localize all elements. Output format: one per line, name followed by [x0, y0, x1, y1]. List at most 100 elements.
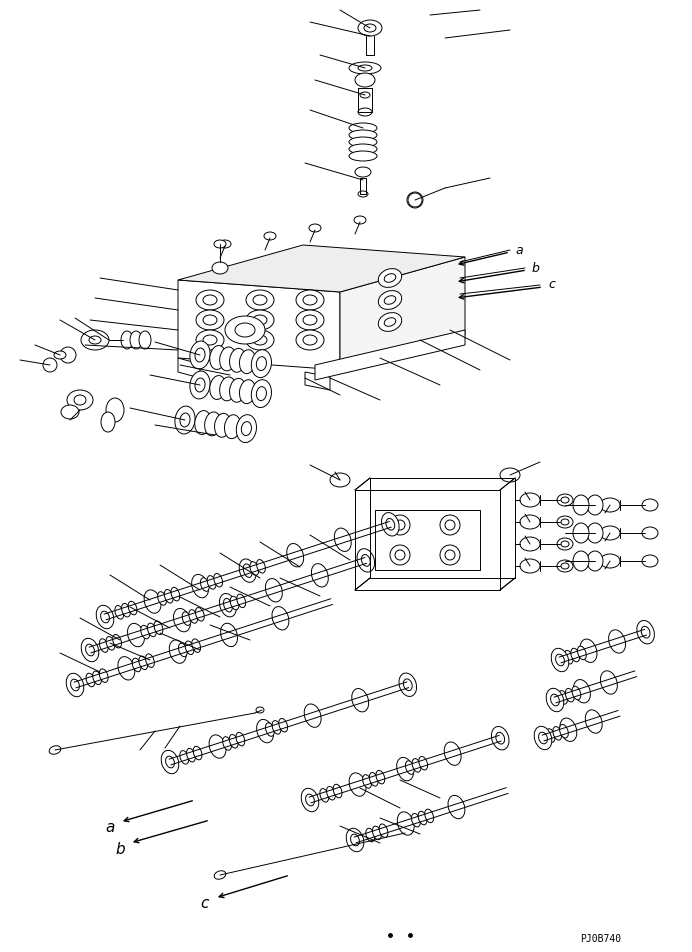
Ellipse shape [239, 349, 255, 373]
Ellipse shape [214, 240, 226, 248]
Ellipse shape [147, 624, 156, 637]
Ellipse shape [185, 641, 194, 655]
Ellipse shape [253, 315, 267, 325]
Ellipse shape [246, 290, 274, 310]
Ellipse shape [349, 123, 377, 133]
Ellipse shape [219, 593, 237, 617]
Ellipse shape [557, 494, 573, 506]
Ellipse shape [561, 541, 569, 547]
Ellipse shape [224, 599, 233, 612]
Ellipse shape [397, 812, 415, 835]
Ellipse shape [286, 544, 304, 566]
Ellipse shape [608, 630, 626, 653]
Ellipse shape [349, 62, 381, 74]
Ellipse shape [49, 745, 61, 754]
Circle shape [407, 192, 423, 208]
Ellipse shape [144, 590, 161, 613]
Ellipse shape [214, 871, 226, 880]
Ellipse shape [224, 415, 241, 439]
Ellipse shape [349, 137, 377, 147]
Ellipse shape [190, 371, 210, 399]
Ellipse shape [242, 422, 251, 436]
Ellipse shape [236, 732, 245, 746]
Ellipse shape [361, 554, 370, 566]
Ellipse shape [244, 564, 252, 578]
Ellipse shape [219, 377, 236, 401]
Circle shape [395, 520, 405, 530]
Ellipse shape [194, 410, 211, 434]
Ellipse shape [520, 493, 540, 507]
Circle shape [408, 193, 422, 207]
Ellipse shape [557, 538, 573, 550]
Ellipse shape [158, 592, 167, 605]
Ellipse shape [557, 516, 573, 528]
Ellipse shape [196, 310, 224, 330]
Ellipse shape [193, 746, 202, 760]
Ellipse shape [600, 498, 620, 512]
Ellipse shape [560, 724, 568, 738]
Ellipse shape [279, 719, 288, 732]
Circle shape [390, 515, 410, 535]
Ellipse shape [334, 784, 342, 798]
Ellipse shape [235, 323, 255, 337]
Ellipse shape [601, 671, 617, 694]
Ellipse shape [71, 679, 80, 691]
Ellipse shape [573, 523, 589, 543]
Ellipse shape [399, 673, 417, 697]
Ellipse shape [272, 721, 281, 734]
Ellipse shape [352, 688, 369, 712]
Text: c: c [548, 279, 555, 291]
Ellipse shape [101, 412, 115, 432]
Ellipse shape [253, 295, 267, 305]
Ellipse shape [363, 775, 372, 788]
Ellipse shape [230, 348, 246, 372]
Ellipse shape [397, 758, 414, 781]
Ellipse shape [561, 497, 569, 503]
Ellipse shape [301, 788, 319, 812]
Ellipse shape [229, 735, 238, 748]
Ellipse shape [351, 834, 359, 846]
Ellipse shape [256, 707, 264, 713]
Ellipse shape [334, 528, 352, 551]
Ellipse shape [239, 559, 256, 583]
Text: a: a [515, 244, 522, 256]
Ellipse shape [161, 750, 179, 774]
Ellipse shape [642, 499, 658, 511]
Ellipse shape [100, 639, 108, 652]
Ellipse shape [303, 295, 317, 305]
Ellipse shape [246, 310, 274, 330]
Ellipse shape [491, 726, 509, 750]
Ellipse shape [203, 295, 217, 305]
Ellipse shape [580, 639, 597, 663]
Ellipse shape [219, 347, 236, 371]
Ellipse shape [179, 644, 188, 657]
Polygon shape [178, 280, 340, 370]
Ellipse shape [379, 268, 401, 288]
Ellipse shape [210, 376, 226, 400]
Ellipse shape [266, 723, 274, 736]
Ellipse shape [558, 690, 567, 704]
Ellipse shape [189, 609, 197, 624]
Ellipse shape [195, 348, 205, 362]
Ellipse shape [372, 826, 381, 840]
Ellipse shape [81, 330, 109, 350]
Ellipse shape [419, 757, 428, 770]
Ellipse shape [61, 405, 79, 419]
Ellipse shape [556, 654, 565, 665]
Ellipse shape [164, 589, 173, 603]
Ellipse shape [257, 560, 265, 573]
Ellipse shape [100, 669, 108, 683]
Ellipse shape [557, 560, 573, 572]
Ellipse shape [366, 828, 374, 842]
Ellipse shape [192, 574, 208, 598]
Circle shape [445, 520, 455, 530]
Ellipse shape [66, 673, 84, 697]
Ellipse shape [585, 710, 602, 733]
Ellipse shape [358, 20, 382, 36]
Ellipse shape [207, 576, 216, 589]
Ellipse shape [296, 330, 324, 350]
Ellipse shape [358, 191, 368, 197]
Ellipse shape [139, 331, 151, 349]
Ellipse shape [180, 413, 190, 426]
Ellipse shape [239, 380, 255, 404]
